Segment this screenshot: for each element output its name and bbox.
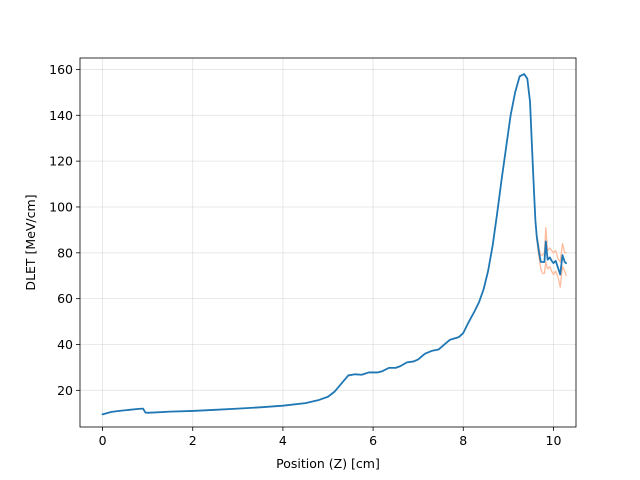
y-axis-label: DLET [MeV/cm] <box>23 194 38 290</box>
series-line-band <box>536 226 567 263</box>
y-tick-label: 80 <box>57 245 73 260</box>
x-axis-ticks: 0 2 4 6 8 10 <box>99 427 562 448</box>
x-tick-label: 6 <box>369 433 377 448</box>
x-axis-label: Position (Z) [cm] <box>276 456 380 471</box>
series-line-main <box>101 73 567 416</box>
gridlines <box>80 58 576 427</box>
y-tick-label: 100 <box>49 199 73 214</box>
x-tick-label: 8 <box>459 433 467 448</box>
series-layer <box>101 73 567 416</box>
y-tick-label: 20 <box>57 383 73 398</box>
y-tick-label: 60 <box>57 291 73 306</box>
y-tick-label: 140 <box>49 108 73 123</box>
plot-frame <box>79 57 577 428</box>
x-tick-label: 10 <box>546 433 562 448</box>
y-axis-ticks: 20 40 60 80 100 120 140 160 <box>49 62 80 398</box>
x-tick-label: 0 <box>99 433 107 448</box>
y-tick-label: 120 <box>49 154 73 169</box>
x-tick-label: 4 <box>279 433 287 448</box>
y-tick-label: 40 <box>57 337 73 352</box>
x-tick-label: 2 <box>189 433 197 448</box>
series-line-band <box>536 238 567 288</box>
y-tick-label: 160 <box>49 62 73 77</box>
